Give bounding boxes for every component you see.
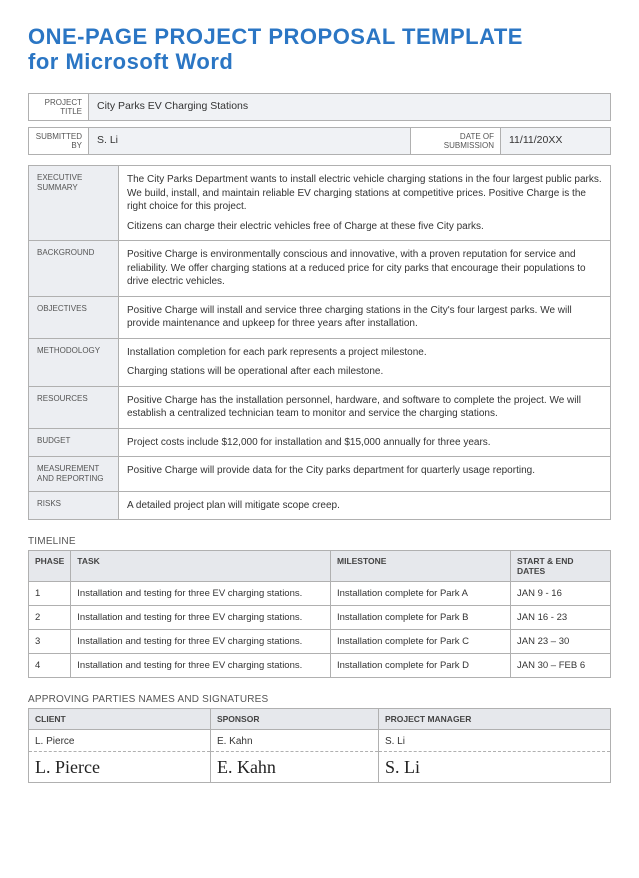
value-methodology: Installation completion for each park re… bbox=[119, 338, 611, 386]
value-resources: Positive Charge has the installation per… bbox=[119, 386, 611, 428]
cell-task: Installation and testing for three EV ch… bbox=[71, 582, 331, 606]
timeline-title: TIMELINE bbox=[28, 536, 611, 547]
th-phase: PHASE bbox=[29, 551, 71, 582]
pm-signature: S. Li bbox=[378, 752, 610, 783]
cell-task: Installation and testing for three EV ch… bbox=[71, 630, 331, 654]
approval-title: APPROVING PARTIES NAMES AND SIGNATURES bbox=[28, 694, 611, 705]
label-measurement: MEASUREMENT AND REPORTING bbox=[29, 457, 119, 491]
cell-milestone: Installation complete for Park D bbox=[331, 654, 511, 678]
cell-phase: 1 bbox=[29, 582, 71, 606]
title-line1: ONE-PAGE PROJECT PROPOSAL TEMPLATE bbox=[28, 24, 523, 49]
timeline-section: TIMELINE PHASE TASK MILESTONE START & EN… bbox=[28, 536, 611, 678]
label-exec-summary: EXECUTIVE SUMMARY bbox=[29, 166, 119, 241]
table-row: 4Installation and testing for three EV c… bbox=[29, 654, 611, 678]
value-risks: A detailed project plan will mitigate sc… bbox=[119, 491, 611, 520]
client-name: L. Pierce bbox=[29, 730, 211, 752]
approval-section: APPROVING PARTIES NAMES AND SIGNATURES C… bbox=[28, 694, 611, 783]
cell-phase: 4 bbox=[29, 654, 71, 678]
th-pm: PROJECT MANAGER bbox=[378, 709, 610, 730]
cell-dates: JAN 16 - 23 bbox=[511, 606, 611, 630]
value-exec-summary: The City Parks Department wants to insta… bbox=[119, 166, 611, 241]
cell-milestone: Installation complete for Park C bbox=[331, 630, 511, 654]
page-title: ONE-PAGE PROJECT PROPOSAL TEMPLATE for M… bbox=[28, 24, 611, 75]
value-date: 11/11/20XX bbox=[501, 127, 611, 154]
page-title-block: ONE-PAGE PROJECT PROPOSAL TEMPLATE for M… bbox=[28, 24, 611, 75]
label-background: BACKGROUND bbox=[29, 241, 119, 297]
th-dates: START & END DATES bbox=[511, 551, 611, 582]
value-objectives: Positive Charge will install and service… bbox=[119, 296, 611, 338]
cell-dates: JAN 23 – 30 bbox=[511, 630, 611, 654]
sponsor-name: E. Kahn bbox=[210, 730, 378, 752]
label-risks: RISKS bbox=[29, 491, 119, 520]
value-submitted-by: S. Li bbox=[89, 127, 411, 154]
meta-submission: SUBMITTED BY S. Li DATE OF SUBMISSION 11… bbox=[28, 127, 611, 155]
label-methodology: METHODOLOGY bbox=[29, 338, 119, 386]
table-row: 2Installation and testing for three EV c… bbox=[29, 606, 611, 630]
meta-project-title: PROJECT TITLE City Parks EV Charging Sta… bbox=[28, 93, 611, 121]
cell-milestone: Installation complete for Park B bbox=[331, 606, 511, 630]
th-sponsor: SPONSOR bbox=[210, 709, 378, 730]
value-project-title: City Parks EV Charging Stations bbox=[89, 93, 611, 120]
details-table: EXECUTIVE SUMMARY The City Parks Departm… bbox=[28, 165, 611, 520]
table-row: 1Installation and testing for three EV c… bbox=[29, 582, 611, 606]
value-budget: Project costs include $12,000 for instal… bbox=[119, 428, 611, 457]
cell-milestone: Installation complete for Park A bbox=[331, 582, 511, 606]
label-project-title: PROJECT TITLE bbox=[29, 93, 89, 120]
label-resources: RESOURCES bbox=[29, 386, 119, 428]
label-objectives: OBJECTIVES bbox=[29, 296, 119, 338]
cell-phase: 3 bbox=[29, 630, 71, 654]
th-client: CLIENT bbox=[29, 709, 211, 730]
table-row: 3Installation and testing for three EV c… bbox=[29, 630, 611, 654]
title-line2: for Microsoft Word bbox=[28, 49, 233, 74]
th-milestone: MILESTONE bbox=[331, 551, 511, 582]
label-budget: BUDGET bbox=[29, 428, 119, 457]
value-measurement: Positive Charge will provide data for th… bbox=[119, 457, 611, 491]
cell-dates: JAN 9 - 16 bbox=[511, 582, 611, 606]
client-signature: L. Pierce bbox=[29, 752, 211, 783]
pm-name: S. Li bbox=[378, 730, 610, 752]
cell-phase: 2 bbox=[29, 606, 71, 630]
approval-table: CLIENT SPONSOR PROJECT MANAGER L. Pierce… bbox=[28, 708, 611, 783]
timeline-table: PHASE TASK MILESTONE START & END DATES 1… bbox=[28, 550, 611, 678]
label-submitted-by: SUBMITTED BY bbox=[29, 127, 89, 154]
cell-task: Installation and testing for three EV ch… bbox=[71, 606, 331, 630]
th-task: TASK bbox=[71, 551, 331, 582]
value-background: Positive Charge is environmentally consc… bbox=[119, 241, 611, 297]
label-date: DATE OF SUBMISSION bbox=[411, 127, 501, 154]
cell-dates: JAN 30 – FEB 6 bbox=[511, 654, 611, 678]
sponsor-signature: E. Kahn bbox=[210, 752, 378, 783]
cell-task: Installation and testing for three EV ch… bbox=[71, 654, 331, 678]
